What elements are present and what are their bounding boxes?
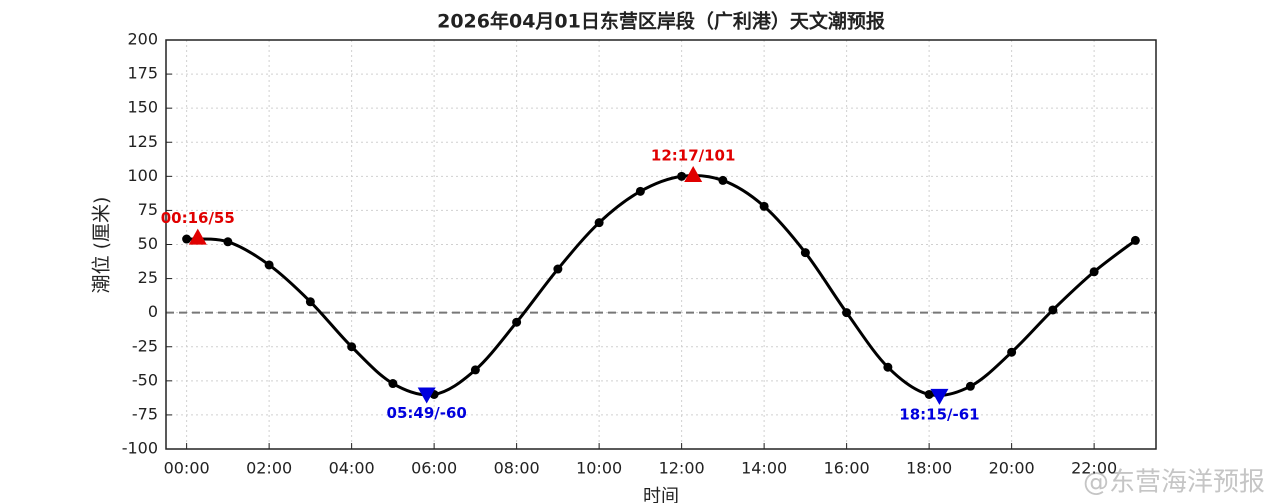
tide-point — [883, 362, 893, 372]
tide-point — [347, 342, 357, 352]
y-tick-label: 25 — [138, 268, 158, 287]
x-tick-label: 20:00 — [989, 459, 1035, 478]
y-tick-label: 75 — [138, 200, 158, 219]
tide-point — [718, 175, 728, 185]
tide-point — [182, 234, 192, 244]
plot-frame — [165, 39, 1157, 450]
tide-point — [470, 365, 480, 375]
x-tick-label: 08:00 — [494, 459, 540, 478]
x-tick-label: 16:00 — [824, 459, 870, 478]
x-tick-label: 04:00 — [329, 459, 375, 478]
high-tide-marker — [188, 228, 207, 245]
x-tick-label: 06:00 — [411, 459, 457, 478]
tide-point — [223, 237, 233, 247]
tide-point — [635, 186, 645, 196]
x-tick-label: 18:00 — [906, 459, 952, 478]
tide-point — [512, 317, 522, 327]
tide-point — [553, 264, 563, 274]
tide-point — [594, 218, 604, 228]
y-tick-label: -100 — [122, 439, 158, 458]
extremum-label: 12:17/101 — [651, 146, 736, 164]
tide-point — [924, 389, 934, 399]
tide-point — [1007, 347, 1017, 357]
tide-point — [759, 201, 769, 211]
extremum-label: 05:49/-60 — [387, 404, 467, 422]
tide-point — [1048, 305, 1058, 315]
x-tick-label: 14:00 — [741, 459, 787, 478]
tide-point — [305, 297, 315, 307]
x-tick-label: 00:00 — [164, 459, 210, 478]
tide-point — [1089, 267, 1099, 277]
y-tick-label: -75 — [132, 404, 158, 423]
y-tick-label: 50 — [138, 234, 158, 253]
x-tick-label: 10:00 — [576, 459, 622, 478]
y-tick-label: 100 — [127, 166, 158, 185]
chart-title: 2026年04月01日东营区岸段（广利港）天文潮预报 — [437, 10, 885, 33]
y-tick-label: -50 — [132, 370, 158, 389]
tide-point — [800, 248, 810, 258]
x-tick-label: 22:00 — [1071, 459, 1117, 478]
y-tick-label: 150 — [127, 98, 158, 117]
tide-point — [677, 171, 687, 181]
low-tide-marker — [930, 388, 949, 405]
tide-point — [965, 381, 975, 391]
x-axis-label: 时间 — [643, 486, 679, 503]
low-tide-marker — [417, 387, 436, 404]
extremum-label: 18:15/-61 — [899, 405, 979, 423]
y-axis-label: 潮位 (厘米) — [91, 197, 113, 294]
y-tick-label: 125 — [127, 132, 158, 151]
tide-point — [1130, 235, 1140, 245]
y-tick-label: 175 — [127, 64, 158, 83]
tide-point — [388, 379, 398, 389]
y-tick-label: 200 — [127, 30, 158, 49]
x-tick-label: 02:00 — [246, 459, 292, 478]
y-tick-label: -25 — [132, 336, 158, 355]
tide-point — [264, 260, 274, 270]
y-tick-label: 0 — [148, 302, 158, 321]
x-tick-label: 12:00 — [659, 459, 705, 478]
high-tide-marker — [684, 165, 703, 182]
watermark: @东营海洋预报 — [1083, 468, 1265, 498]
extremum-label: 00:16/55 — [161, 209, 235, 227]
tide-point — [842, 308, 852, 318]
